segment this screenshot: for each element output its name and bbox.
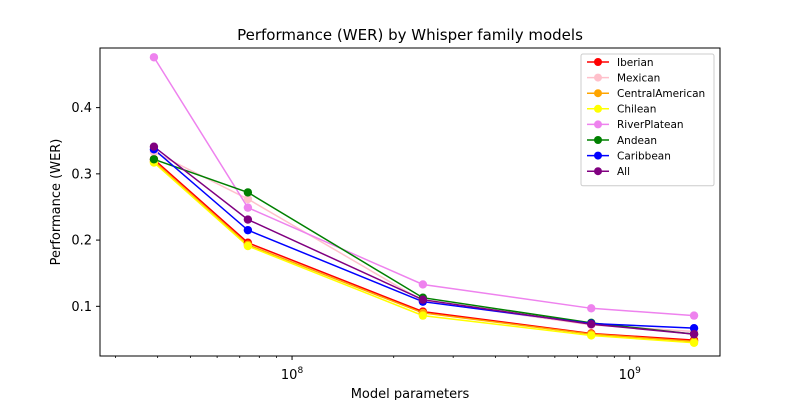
y-axis-ticks: 0.1 0.2 0.3 0.4 (71, 101, 100, 315)
legend-label: All (617, 166, 630, 178)
legend-swatch-marker (594, 89, 602, 98)
data-point-mexican (243, 194, 253, 204)
legend-label: Caribbean (617, 150, 671, 162)
legend-box (580, 53, 715, 187)
x-axis-label: Model parameters (351, 387, 470, 400)
legend: Iberian Mexican CentralAmerican Chilean Rive… (580, 53, 715, 187)
x-tick-label: 108 (281, 366, 304, 383)
data-point-caribbean (243, 225, 253, 235)
legend-label: RiverPlatean (617, 119, 684, 131)
data-point-andean (149, 155, 159, 164)
x-tick-label: 109 (619, 366, 642, 383)
chart-title: Performance (WER) by Whisper family mode… (237, 26, 583, 44)
data-point-all (243, 215, 253, 224)
data-point-all (587, 320, 596, 329)
data-point-all (149, 142, 159, 151)
legend-swatch-marker (594, 167, 602, 176)
legend-label: Andean (617, 135, 657, 147)
y-tick-label: 0.3 (71, 167, 92, 182)
data-point-riverplatean (149, 53, 159, 62)
y-tick-label: 0.2 (71, 234, 92, 249)
y-tick-label: 0.1 (71, 300, 92, 315)
x-axis-ticks: 108 109 (115, 356, 641, 383)
data-point-all (689, 329, 699, 339)
legend-label: CentralAmerican (617, 88, 705, 100)
data-point-all (418, 295, 428, 304)
data-point-riverplatean (587, 304, 596, 313)
data-point-caribbean (689, 323, 699, 333)
legend-swatch-marker (594, 151, 602, 160)
y-tick-label: 0.4 (71, 101, 92, 116)
legend-label: Chilean (617, 104, 656, 116)
legend-swatch-marker (594, 136, 602, 144)
y-axis-label: Performance (WER) (49, 139, 64, 266)
legend-swatch-marker (594, 120, 602, 129)
plot-frame (99, 47, 721, 357)
legend-swatch-marker (594, 73, 602, 82)
data-point-riverplatean (418, 280, 428, 289)
legend-label: Iberian (617, 57, 654, 69)
data-point-chilean (243, 241, 253, 251)
legend-swatch-marker (594, 104, 602, 113)
legend-label: Mexican (617, 72, 660, 84)
data-point-riverplatean (689, 311, 699, 320)
legend-swatch-marker (594, 58, 602, 66)
data-point-andean (243, 188, 253, 197)
data-point-chilean (689, 338, 699, 347)
data-point-chilean (587, 331, 596, 340)
data-point-riverplatean (243, 203, 253, 212)
data-point-chilean (418, 311, 428, 320)
series-layer (149, 53, 699, 347)
